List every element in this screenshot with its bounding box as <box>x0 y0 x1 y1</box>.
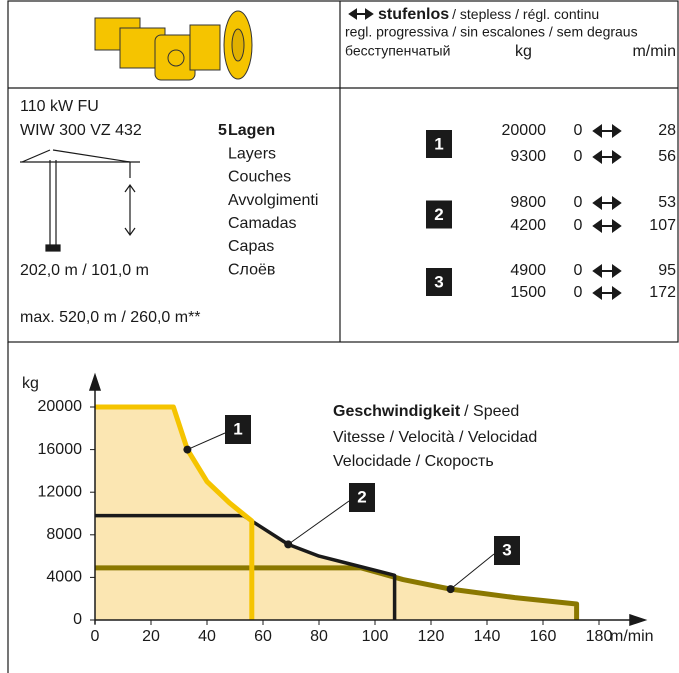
datasheet: stufenlos/ stepless / régl. continu regl… <box>0 0 679 673</box>
y-tick-label: 4000 <box>46 569 82 586</box>
x-tick-label: 100 <box>362 628 389 645</box>
legend-entry: 1 <box>233 419 242 438</box>
callout-dot <box>183 446 191 454</box>
arrow-icon <box>594 152 620 162</box>
speed-to: 172 <box>649 284 676 301</box>
layer-word: Camadas <box>228 215 296 232</box>
speed-from: 0 <box>574 262 583 279</box>
x-tick-label: 20 <box>142 628 160 645</box>
arrow-icon <box>350 10 372 18</box>
x-tick-label: 160 <box>530 628 557 645</box>
header-rest: / stepless / régl. continu <box>452 6 599 22</box>
header-title: stufenlos/ stepless / régl. continu <box>378 6 599 24</box>
gear-label: 2 <box>434 205 443 224</box>
y-tick-label: 0 <box>73 611 82 628</box>
spec-text: 202,0 m / 101,0 m <box>20 262 149 279</box>
column-label: m/min <box>632 43 676 60</box>
spec-text: 110 kW FU <box>20 98 99 115</box>
arrow-icon <box>594 221 620 231</box>
speed-to: 28 <box>658 122 676 139</box>
header-line: regl. progressiva / sin escalones / sem … <box>345 24 638 40</box>
y-tick-label: 8000 <box>46 526 82 543</box>
speed-from: 0 <box>574 148 583 165</box>
speed-from: 0 <box>574 284 583 301</box>
legend-rest: / Speed <box>464 403 519 420</box>
load-value: 1500 <box>510 284 546 301</box>
callout-line <box>187 433 225 450</box>
arrow-icon <box>594 126 620 136</box>
layer-word: Layers <box>228 145 276 162</box>
arrow-icon <box>594 266 620 276</box>
header-line: бесступенчатый <box>345 43 450 59</box>
x-tick-label: 80 <box>310 628 328 645</box>
callout-dot <box>447 585 455 593</box>
layer-word: Слоёв <box>228 261 275 278</box>
x-tick-label: 140 <box>474 628 501 645</box>
legend-line: Velocidade / Скорость <box>333 453 494 470</box>
speed-from: 0 <box>574 194 583 211</box>
layer-word: Lagen <box>228 122 275 139</box>
x-tick-label: 60 <box>254 628 272 645</box>
legend-title: Geschwindigkeit/ Speed <box>333 403 519 420</box>
legend-bold: Geschwindigkeit <box>333 403 461 420</box>
spec-text: WIW 300 VZ 432 <box>20 122 142 139</box>
layers-count: 5 <box>218 122 227 139</box>
speed-from: 0 <box>574 122 583 139</box>
winch-icon <box>95 11 252 80</box>
load-value: 9300 <box>510 148 546 165</box>
y-tick-label: 20000 <box>38 398 83 415</box>
x-tick-label: 0 <box>91 628 100 645</box>
gear-label: 1 <box>434 134 443 153</box>
speed-to: 95 <box>658 262 676 279</box>
x-tick-label: 180 <box>586 628 613 645</box>
callout-dot <box>284 540 292 548</box>
x-tick-label: 40 <box>198 628 216 645</box>
load-value: 4200 <box>510 217 546 234</box>
y-tick-label: 16000 <box>38 441 83 458</box>
header-bold: stufenlos <box>378 6 449 23</box>
load-value: 20000 <box>502 122 547 139</box>
legend-entry: 3 <box>502 540 511 559</box>
speed-to: 53 <box>658 194 676 211</box>
layer-word: Capas <box>228 238 274 255</box>
callout-line <box>288 501 349 544</box>
callout-line <box>451 554 494 589</box>
legend-line: Vitesse / Velocità / Velocidad <box>333 429 537 446</box>
speed-from: 0 <box>574 217 583 234</box>
legend-entry: 2 <box>357 487 366 506</box>
y-axis-label: kg <box>22 375 39 392</box>
speed-to: 107 <box>649 217 676 234</box>
x-axis-label: m/min <box>610 628 654 645</box>
load-value: 4900 <box>510 262 546 279</box>
x-tick-label: 120 <box>418 628 445 645</box>
speed-to: 56 <box>658 148 676 165</box>
spec-text: max. 520,0 m / 260,0 m** <box>20 309 201 326</box>
arrow-icon <box>594 198 620 208</box>
arrow-icon <box>594 288 620 298</box>
gear-label: 3 <box>434 272 443 291</box>
crane-icon <box>20 150 140 251</box>
y-tick-label: 12000 <box>38 483 83 500</box>
layer-word: Couches <box>228 169 291 186</box>
layer-word: Avvolgimenti <box>228 192 318 209</box>
column-label: kg <box>515 43 532 60</box>
load-value: 9800 <box>510 194 546 211</box>
